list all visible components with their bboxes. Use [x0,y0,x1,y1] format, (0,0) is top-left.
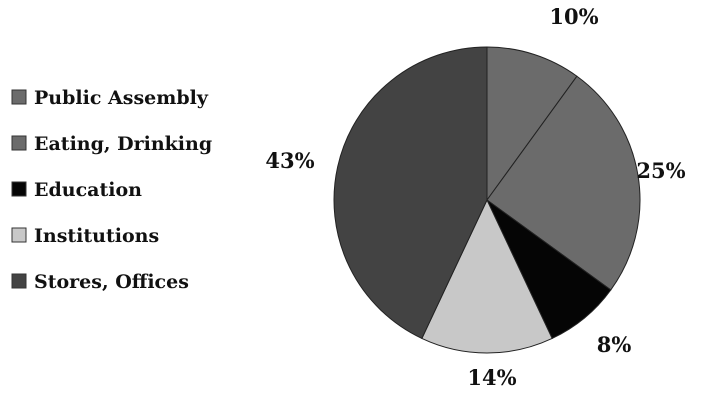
slice-label-eating-drinking: 25% [636,158,685,183]
legend-label: Institutions [34,225,159,247]
legend-item-stores-offices: Stores, Offices [11,271,189,293]
legend-label: Stores, Offices [34,271,189,293]
legend-item-education: Education [11,179,142,201]
slice-label-public-assembly: 10% [549,4,598,29]
legend: Public Assembly Eating, Drinking Education… [11,87,212,293]
legend-swatch [11,89,27,105]
legend-item-institutions: Institutions [11,225,159,247]
pie-slice-public-assembly [486,46,578,202]
slice-label-education: 8% [597,332,632,357]
slice-labels: 10% 25% 8% 14% 43% [265,4,685,390]
legend-swatch [11,181,27,197]
legend-label: Public Assembly [34,87,209,109]
legend-label: Eating, Drinking [34,133,212,155]
legend-swatch [11,273,27,289]
legend-swatch [11,227,27,243]
pie-slice-stores-offices [333,46,488,340]
legend-item-eating-drinking: Eating, Drinking [11,133,212,155]
pie-slices [333,46,641,354]
slice-label-stores-offices: 43% [265,148,314,173]
slice-label-institutions: 14% [467,365,516,390]
pie-slice-eating-drinking [486,75,641,291]
legend-label: Education [34,179,142,201]
legend-swatch [11,135,27,151]
legend-item-public-assembly: Public Assembly [11,87,209,109]
pie-slice-institutions [421,198,553,354]
